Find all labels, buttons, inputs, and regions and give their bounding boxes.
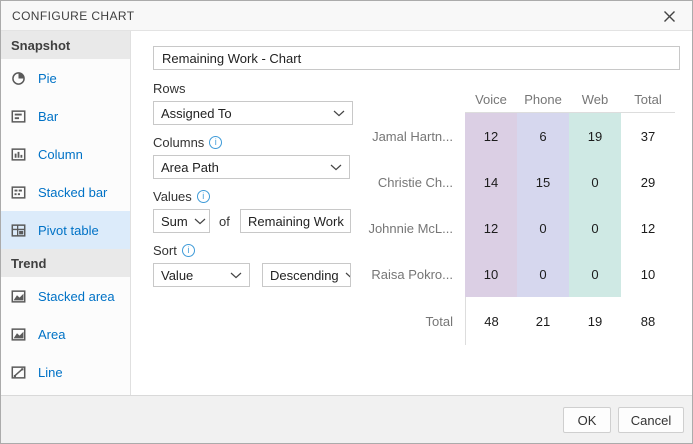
pivot-cell: 6 [517, 113, 569, 159]
sort-by-select-value: Value [161, 267, 194, 283]
ok-button[interactable]: OK [563, 407, 611, 433]
chevron-down-icon [339, 272, 350, 279]
value-field-select-value: Remaining Work [248, 213, 344, 229]
pivot-cell: 29 [640, 174, 656, 190]
cancel-button[interactable]: Cancel [618, 407, 684, 433]
pivot-cell: 0 [569, 159, 621, 205]
value-field-select[interactable]: Remaining Work [240, 209, 351, 233]
pivot-total-label: Total [425, 313, 453, 329]
pivot-cell: 10 [640, 266, 656, 282]
pivot-cell: 37 [640, 128, 656, 144]
line-chart-icon [11, 365, 26, 380]
sidebar-item-label: Bar [38, 108, 59, 124]
sidebar-item-bar[interactable]: Bar [1, 97, 130, 135]
sidebar-item-label: Area [38, 326, 66, 342]
section-header-trend: Trend [1, 249, 130, 277]
sort-label: Sort i [153, 242, 195, 258]
pivot-cell: 14 [465, 159, 517, 205]
close-icon[interactable] [656, 1, 682, 31]
column-chart-icon [11, 147, 26, 162]
pivot-total-cell: 21 [535, 313, 551, 329]
pivot-cell: 0 [569, 251, 621, 297]
pivot-cell: 19 [569, 113, 621, 159]
pivot-corner-cell [337, 86, 465, 113]
pivot-cell: 0 [569, 205, 621, 251]
pivot-row-label: Jamal Hartn... [372, 128, 453, 144]
pivot-total-cell: 88 [640, 313, 656, 329]
chevron-down-icon [188, 218, 206, 225]
sidebar-item-label: Pie [38, 70, 57, 86]
sidebar-item-area[interactable]: Area [1, 315, 130, 353]
section-header-snapshot: Snapshot [1, 31, 130, 59]
pivot-cell: 0 [517, 251, 569, 297]
pivot-column-header: Web [569, 86, 621, 113]
sidebar-item-line[interactable]: Line [1, 353, 130, 391]
columns-label: Columns i [153, 134, 223, 150]
sidebar-item-label: Stacked area [38, 288, 115, 304]
rows-label: Rows [153, 80, 186, 96]
pivot-total-cell: 19 [587, 313, 603, 329]
sort-direction-select-value: Descending [270, 267, 339, 283]
columns-select[interactable]: Area Path [153, 155, 350, 179]
pivot-cell: 12 [465, 113, 517, 159]
chevron-down-icon [327, 110, 345, 117]
sort-direction-select[interactable]: Descending [262, 263, 351, 287]
sidebar-item-label: Stacked bar [38, 184, 108, 200]
chart-config-panel: Rows Assigned To Columns i Area Path Val… [132, 31, 692, 395]
pivot-cell: 12 [640, 220, 656, 236]
dialog-footer: OK Cancel [1, 395, 692, 443]
chevron-down-icon [224, 272, 242, 279]
pivot-cell: 10 [465, 251, 517, 297]
sidebar-item-pie[interactable]: Pie [1, 59, 130, 97]
rows-select[interactable]: Assigned To [153, 101, 353, 125]
pie-chart-icon [11, 71, 26, 86]
bar-chart-icon [11, 109, 26, 124]
pivot-table-preview: Voice Phone Web Total Jamal Hartn... 12 … [337, 86, 675, 345]
sidebar-item-label: Pivot table [38, 222, 99, 238]
area-chart-icon [11, 327, 26, 342]
pivot-table-icon [11, 223, 26, 238]
values-label: Values i [153, 188, 210, 204]
sidebar-item-stacked-area[interactable]: Stacked area [1, 277, 130, 315]
sidebar-item-stacked-bar[interactable]: Stacked bar [1, 173, 130, 211]
pivot-column-header: Voice [465, 86, 517, 113]
info-icon[interactable]: i [196, 189, 210, 203]
info-icon[interactable]: i [209, 135, 223, 149]
chart-type-sidebar: Snapshot Pie Bar Column Stacked bar [1, 31, 131, 395]
sidebar-item-pivot-table[interactable]: Pivot table [1, 211, 130, 249]
aggregation-select-value: Sum [161, 213, 188, 229]
pivot-cell: 0 [517, 205, 569, 251]
of-label: of [219, 214, 230, 229]
chevron-down-icon [324, 164, 342, 171]
rows-select-value: Assigned To [161, 105, 232, 121]
chart-name-input[interactable] [153, 46, 680, 70]
values-label-text: Values [153, 188, 192, 204]
sort-label-text: Sort [153, 242, 177, 258]
sidebar-item-column[interactable]: Column [1, 135, 130, 173]
columns-label-text: Columns [153, 134, 205, 150]
columns-select-value: Area Path [161, 159, 219, 175]
info-icon[interactable]: i [181, 243, 195, 257]
pivot-row-label: Christie Ch... [377, 174, 453, 190]
pivot-column-header: Total [621, 86, 675, 113]
sidebar-item-label: Line [38, 364, 63, 380]
pivot-column-header: Phone [517, 86, 569, 113]
stacked-area-chart-icon [11, 289, 26, 304]
rows-label-text: Rows [153, 80, 186, 96]
pivot-cell: 12 [465, 205, 517, 251]
pivot-total-cell: 48 [465, 297, 517, 345]
stacked-bar-chart-icon [11, 185, 26, 200]
sort-by-select[interactable]: Value [153, 263, 250, 287]
dialog-title: CONFIGURE CHART [12, 8, 135, 23]
pivot-cell: 15 [517, 159, 569, 205]
pivot-row-label: Johnnie McL... [368, 220, 453, 236]
sidebar-item-label: Column [38, 146, 83, 162]
dialog-titlebar: CONFIGURE CHART [1, 1, 692, 31]
pivot-row-label: Raisa Pokro... [371, 266, 453, 282]
aggregation-select[interactable]: Sum [153, 209, 210, 233]
